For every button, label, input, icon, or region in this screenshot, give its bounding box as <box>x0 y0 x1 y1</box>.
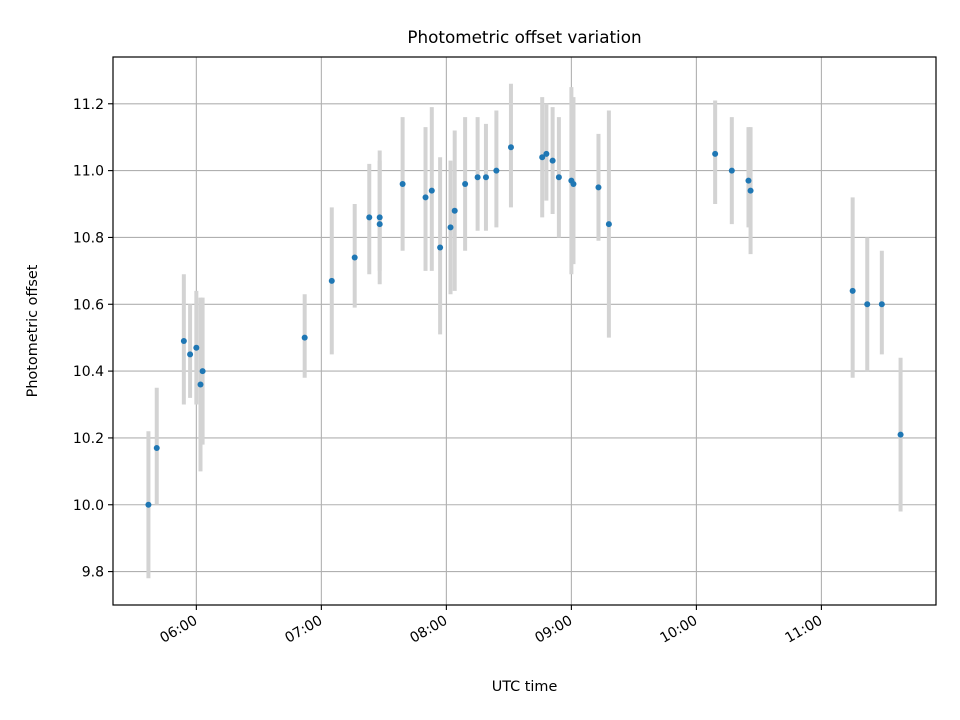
data-point <box>728 167 735 174</box>
y-axis-label: Photometric offset <box>25 264 41 397</box>
data-point <box>193 344 200 351</box>
y-tick-label: 10.6 <box>73 297 104 313</box>
y-tick-label: 10.8 <box>73 230 104 246</box>
data-point <box>437 244 444 251</box>
y-tick-label: 11.2 <box>73 97 104 113</box>
data-point <box>712 150 719 157</box>
data-point <box>549 157 556 164</box>
data-point <box>366 214 373 221</box>
data-point <box>328 277 335 284</box>
data-point <box>153 444 160 451</box>
data-point <box>878 301 885 308</box>
plot-frame <box>112 56 937 606</box>
data-point <box>543 150 550 157</box>
data-point <box>451 207 458 214</box>
data-point <box>187 351 194 358</box>
data-point <box>462 180 469 187</box>
data-point <box>376 221 383 228</box>
data-point <box>197 381 204 388</box>
data-point <box>849 287 856 294</box>
data-point <box>555 174 562 181</box>
data-point <box>507 144 514 151</box>
data-point <box>493 167 500 174</box>
data-point <box>482 174 489 181</box>
data-point <box>351 254 358 261</box>
data-point <box>539 154 546 161</box>
data-point <box>376 214 383 221</box>
data-point <box>199 368 206 375</box>
data-point <box>745 177 752 184</box>
data-point <box>570 180 577 187</box>
y-tick-label: 10.4 <box>73 364 104 380</box>
y-tick-label: 9.8 <box>82 565 104 581</box>
y-tick-label: 11.0 <box>73 164 104 180</box>
data-point <box>145 501 152 508</box>
y-tick-label: 10.0 <box>73 498 104 514</box>
data-point <box>399 180 406 187</box>
data-point <box>605 221 612 228</box>
data-point <box>428 187 435 194</box>
data-point <box>301 334 308 341</box>
data-point <box>747 187 754 194</box>
data-points <box>145 144 904 508</box>
data-point <box>422 194 429 201</box>
data-point <box>595 184 602 191</box>
x-axis-label: UTC time <box>492 679 558 695</box>
data-point <box>897 431 904 438</box>
data-point <box>864 301 871 308</box>
data-point <box>180 338 187 345</box>
data-point <box>447 224 454 231</box>
y-tick-label: 10.2 <box>73 431 104 447</box>
y-axis-ticks: 9.8 10.0 10.2 10.4 10.6 10.8 11.0 11.2 <box>73 97 113 581</box>
grid <box>113 57 936 605</box>
chart-title: Photometric offset variation <box>407 27 641 47</box>
data-point <box>474 174 481 181</box>
